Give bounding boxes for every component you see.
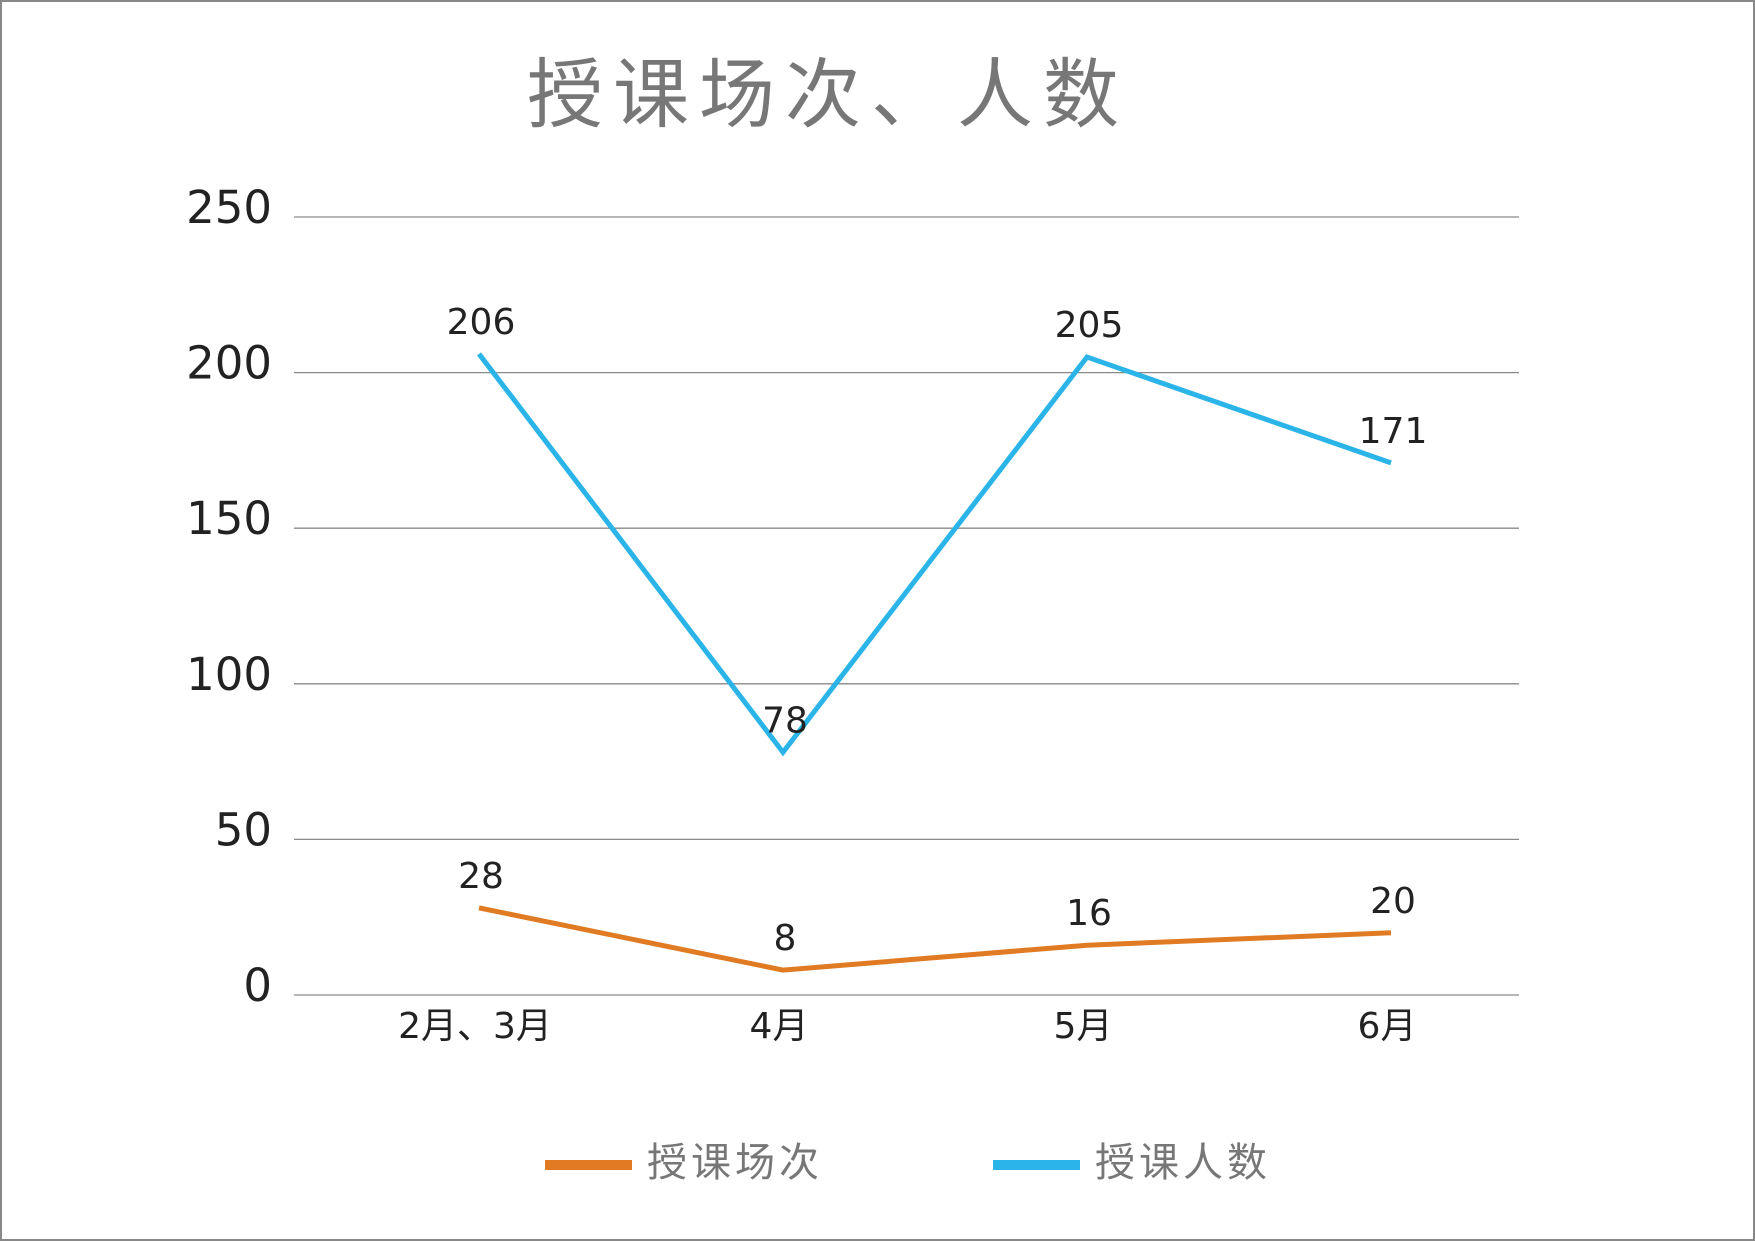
y-tick-label: 200 xyxy=(186,337,272,390)
y-tick-label: 150 xyxy=(186,492,272,545)
y-tick-label: 50 xyxy=(215,803,272,856)
chart-title: 授课场次、人数 xyxy=(527,50,1129,139)
line xyxy=(478,905,1392,973)
x-tick-label: 6月 xyxy=(1358,1006,1417,1047)
legend-label: 授课场次 xyxy=(647,1140,823,1186)
data-label: 28 xyxy=(458,856,504,897)
data-label: 8 xyxy=(774,918,797,959)
y-tick-label: 250 xyxy=(186,181,272,234)
x-tick-label: 4月 xyxy=(750,1006,809,1047)
y-tick-label: 0 xyxy=(243,959,272,1012)
y-tick-label: 100 xyxy=(186,648,272,701)
legend-label: 授课人数 xyxy=(1095,1140,1271,1186)
data-label: 206 xyxy=(447,302,516,343)
data-label: 78 xyxy=(762,700,808,741)
data-label: 20 xyxy=(1370,881,1416,922)
line xyxy=(477,352,1392,757)
x-tick-label: 5月 xyxy=(1054,1006,1113,1047)
data-label: 171 xyxy=(1359,411,1428,452)
data-label: 205 xyxy=(1055,305,1124,346)
data-label: 16 xyxy=(1066,893,1112,934)
x-tick-label: 2月、3月 xyxy=(398,1006,552,1047)
